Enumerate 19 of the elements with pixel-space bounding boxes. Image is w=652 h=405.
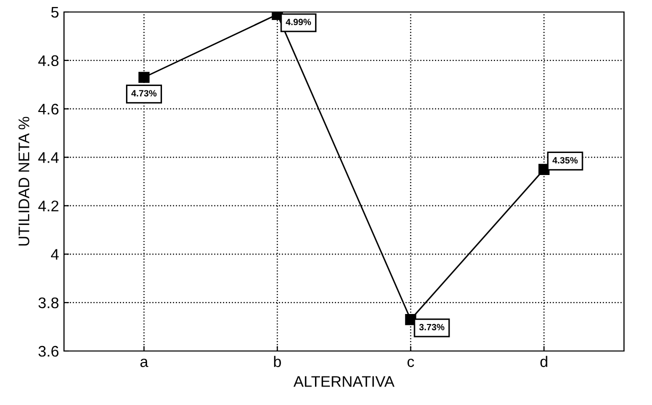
y-axis-title: UTILIDAD NETA % <box>18 116 30 246</box>
x-tick-label: b <box>274 356 281 368</box>
y-tick-label: 4.6 <box>38 104 58 115</box>
x-tick-label: d <box>540 356 548 368</box>
point <box>138 72 150 83</box>
x-tick-label: a <box>140 358 148 368</box>
data-label: 3.73% <box>419 324 444 330</box>
y-tick-label: 4 <box>50 249 59 260</box>
x-tick-label: c <box>407 358 414 368</box>
y-tick-label: 5 <box>51 7 58 18</box>
y-tick-label: 3.6 <box>38 346 58 357</box>
x-axis-title: ALTERNATIVA <box>294 376 394 387</box>
data-label: 4.35% <box>552 157 578 164</box>
data-label: 4.99% <box>286 18 312 26</box>
y-tick-label: 4.8 <box>38 55 58 66</box>
y-tick-label: 3.8 <box>38 297 58 308</box>
y-tick-label: 4.4 <box>38 152 59 163</box>
y-tick-label: 4.2 <box>38 200 58 212</box>
data-label: 4.73% <box>131 90 157 96</box>
